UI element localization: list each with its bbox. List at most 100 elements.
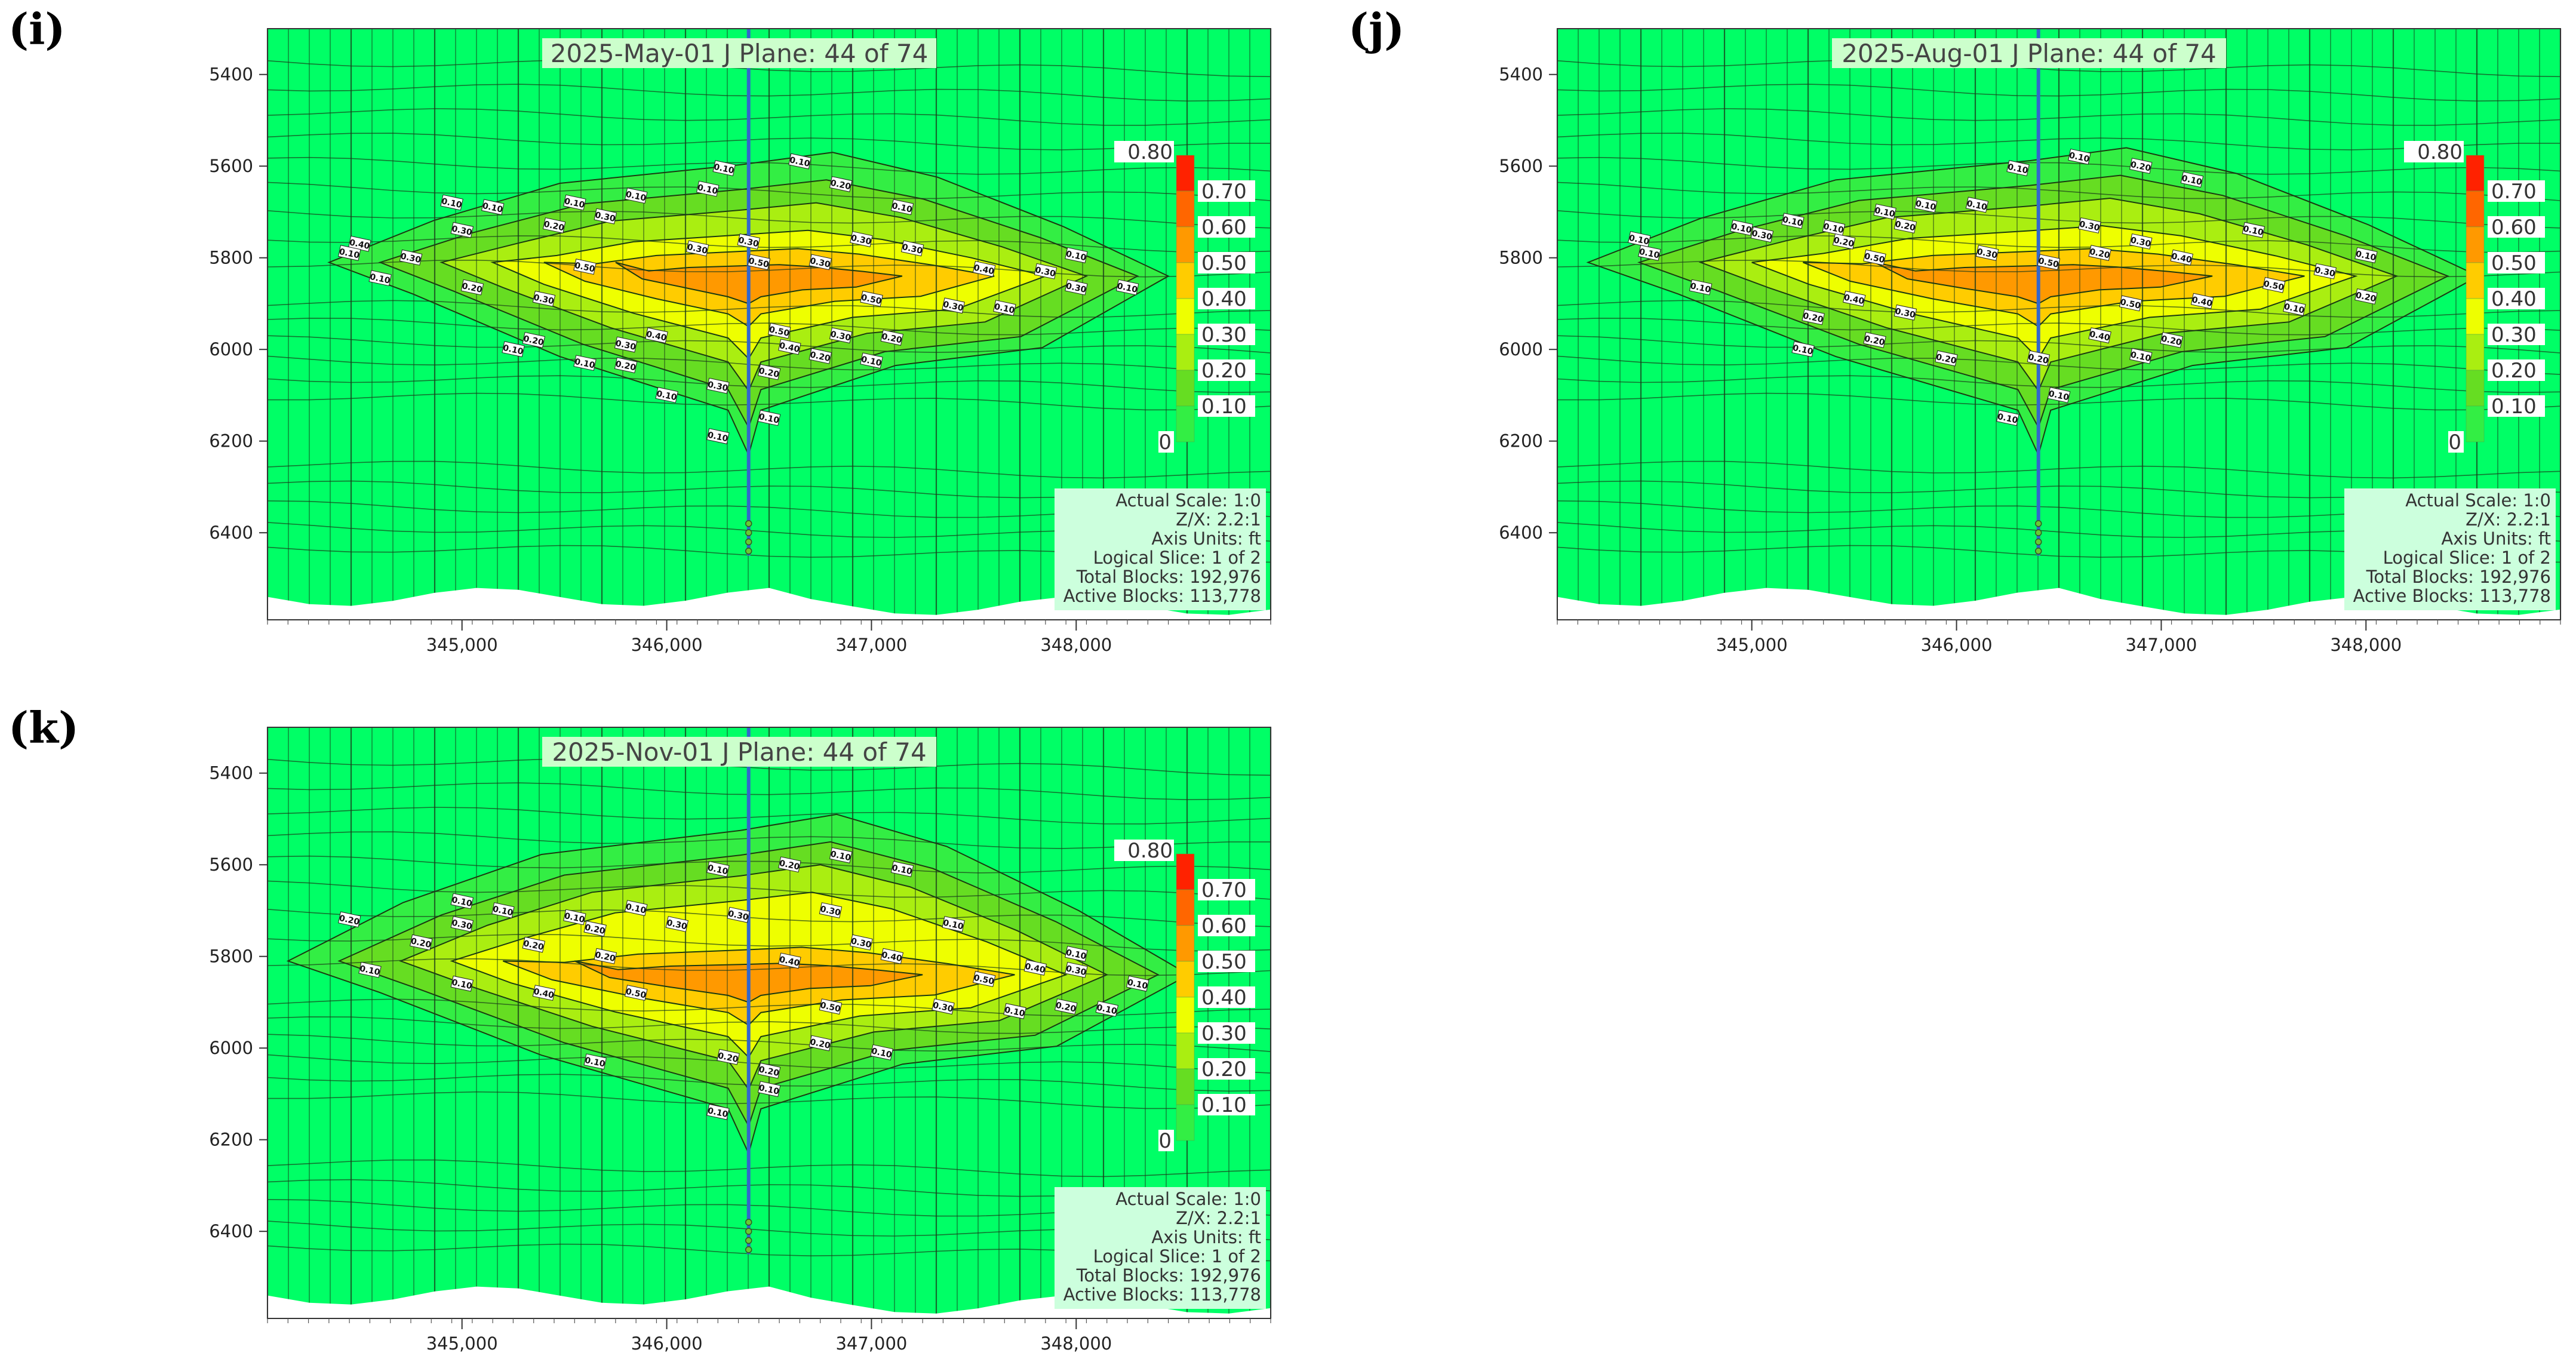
grid-layer-line (267, 1159, 1271, 1178)
contour-label-box (1095, 1001, 1119, 1017)
grid-layer-line (267, 235, 1271, 253)
contour-label-box (757, 1081, 781, 1098)
color-legend: 0.80 0.70 0.60 0.50 0.40 0.30 0.20 0.10 0 (1114, 839, 1255, 1153)
contour-label: 0.20 (717, 1049, 740, 1065)
legend-label-bg (2488, 252, 2545, 273)
contour-label-box (880, 948, 904, 964)
contour-label-text: 0.40 (645, 330, 668, 343)
contour-label: 0.20 (809, 348, 832, 364)
contour-label: 0.30 (850, 934, 873, 951)
legend-label: 0.60 (1201, 914, 1247, 938)
grid-base-boundary (1557, 588, 2560, 620)
contour-label: 0.10 (440, 194, 463, 211)
contour-label-text: 0.30 (932, 1001, 954, 1015)
contour-label: 0.40 (2190, 293, 2214, 309)
contour-label-text: 0.20 (410, 936, 432, 950)
contour-label-box (778, 856, 801, 873)
contour-label: 0.10 (706, 860, 730, 877)
info-line: Z/X: 2.2:1 (2466, 509, 2551, 530)
contour-label-box (809, 348, 832, 364)
contour-label: 0.20 (1832, 233, 1856, 250)
contour-label-text: 0.30 (727, 909, 749, 923)
contour-label: 0.10 (2354, 247, 2378, 263)
legend-label-bg (1198, 180, 1255, 202)
contour-label-text: 0.20 (594, 950, 616, 964)
info-box (1055, 1187, 1266, 1309)
legend-swatch (1176, 961, 1195, 998)
contour-label-box (706, 377, 730, 394)
contour-label-text: 0.10 (1997, 412, 2019, 426)
contour-label-text: 0.20 (779, 859, 801, 872)
y-tick-label: 6200 (209, 431, 253, 451)
grid-layer-line (268, 1091, 1271, 1109)
contour-label-box (706, 1103, 730, 1120)
contour-label-text: 0.10 (656, 389, 678, 403)
contour-label-box (727, 906, 750, 923)
contour-label: 0.10 (706, 428, 730, 444)
contour-label: 0.10 (2047, 387, 2071, 403)
contour-label-box (358, 961, 382, 978)
contour-label-text: 0.10 (1065, 948, 1087, 961)
contour-label: 0.30 (819, 902, 843, 918)
legend-swatch (1176, 889, 1195, 926)
contour-label: 0.10 (1003, 1003, 1026, 1019)
contour-label: 0.10 (1914, 196, 1938, 213)
well-perforation (745, 1246, 752, 1253)
contour-label: 0.20 (1935, 350, 1958, 367)
contour-label-text: 0.20 (2160, 334, 2182, 348)
panel-label-k: (k) (8, 702, 79, 753)
contour-label-box (972, 260, 996, 277)
contour-label-box (583, 1053, 607, 1070)
contour-label-text: 0.10 (707, 1106, 729, 1120)
info-line: Actual Scale: 1:0 (2405, 490, 2551, 511)
contour-label: 0.20 (1055, 998, 1078, 1015)
contour-label-text: 0.10 (713, 162, 735, 176)
x-tick-label: 347,000 (835, 1333, 907, 1354)
contour-label-text: 0.20 (829, 178, 852, 192)
contour-label: 0.30 (2313, 263, 2337, 279)
contour-label: 0.10 (1873, 204, 1896, 220)
x-tick-label: 348,000 (1040, 635, 1112, 655)
contour-label-box (1750, 226, 1774, 243)
contour-label-box (686, 240, 709, 257)
contour-label-text: 0.30 (1976, 247, 1998, 261)
contour-label-text: 0.20 (2027, 352, 2049, 366)
contour-label-text: 0.30 (819, 905, 841, 918)
contour-label-box (1965, 196, 1989, 213)
grid-layer-line (267, 355, 1271, 375)
contour-label-box (2006, 160, 2030, 177)
contour-label-text: 0.30 (942, 300, 964, 313)
contour-label: 0.10 (563, 909, 586, 926)
contour-label-box (655, 387, 678, 403)
contour-label-text: 0.10 (707, 431, 729, 444)
contour-label: 0.20 (2160, 331, 2183, 348)
contour-label-box (809, 254, 832, 270)
grid-layer-line (267, 108, 1271, 126)
contour-label: 0.50 (768, 322, 791, 339)
contour-label-text: 0.10 (1639, 247, 1661, 261)
contour-label: 0.40 (972, 260, 996, 277)
legend-label: 0.20 (1201, 359, 1247, 383)
contour-label-box (757, 364, 781, 380)
legend-swatch (1176, 334, 1195, 371)
contour-label-text: 0.10 (1126, 977, 1148, 991)
contour-label: 0.50 (819, 998, 843, 1015)
legend-label-bg (1198, 1058, 1255, 1080)
legend-label: 0.50 (1201, 950, 1247, 974)
contour-label-text: 0.10 (1004, 1005, 1026, 1019)
legend-swatch (1176, 370, 1195, 407)
grid-layer-line (1557, 235, 2561, 253)
contour-label-text: 0.20 (2129, 160, 2151, 174)
contour-label-text: 0.30 (707, 380, 729, 394)
contour-label-box (573, 259, 597, 275)
grid-layer-line (267, 831, 1271, 849)
contour-band-0-60 (1874, 262, 2213, 305)
contour-label: 0.10 (706, 1103, 730, 1120)
contour-label-text: 0.10 (564, 911, 586, 925)
contour-label: 0.30 (1065, 279, 1088, 296)
contour-label-text: 0.10 (2129, 350, 2151, 364)
contour-label-text: 0.10 (1966, 199, 1988, 213)
contour-label-text: 0.10 (1628, 233, 1650, 247)
legend-label: 0.50 (1201, 251, 1247, 275)
contour-label: 0.30 (1893, 304, 1917, 321)
